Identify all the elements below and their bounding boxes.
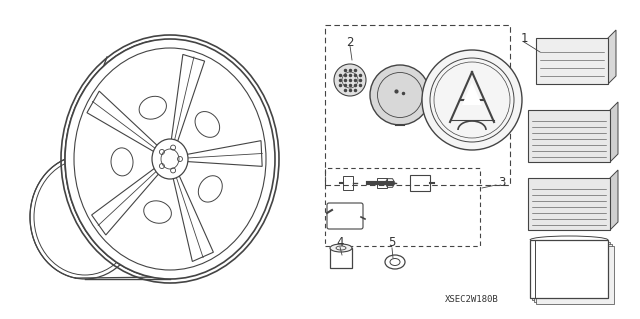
Bar: [330, 248, 352, 268]
Polygon shape: [528, 178, 610, 230]
Bar: [534, 244, 612, 302]
Polygon shape: [536, 38, 608, 84]
Text: 5: 5: [388, 236, 396, 249]
Circle shape: [422, 50, 522, 150]
Circle shape: [370, 65, 430, 125]
Bar: [325, 25, 510, 185]
Polygon shape: [610, 170, 618, 230]
Bar: [325, 168, 480, 246]
Text: 1: 1: [520, 32, 528, 44]
Ellipse shape: [152, 139, 188, 179]
Text: XSEC2W180B: XSEC2W180B: [445, 295, 499, 305]
Text: 3: 3: [499, 176, 506, 189]
Text: 2: 2: [346, 35, 354, 48]
Bar: [377, 178, 387, 188]
Circle shape: [334, 64, 366, 96]
Bar: [536, 246, 614, 304]
Bar: [410, 175, 430, 191]
Ellipse shape: [330, 244, 352, 252]
Polygon shape: [610, 102, 618, 162]
Bar: [530, 240, 608, 298]
Text: 4: 4: [336, 235, 344, 249]
Polygon shape: [608, 30, 616, 84]
Bar: [532, 242, 610, 300]
Polygon shape: [462, 82, 482, 105]
Bar: [343, 176, 353, 190]
Polygon shape: [528, 110, 610, 162]
Ellipse shape: [65, 39, 275, 279]
